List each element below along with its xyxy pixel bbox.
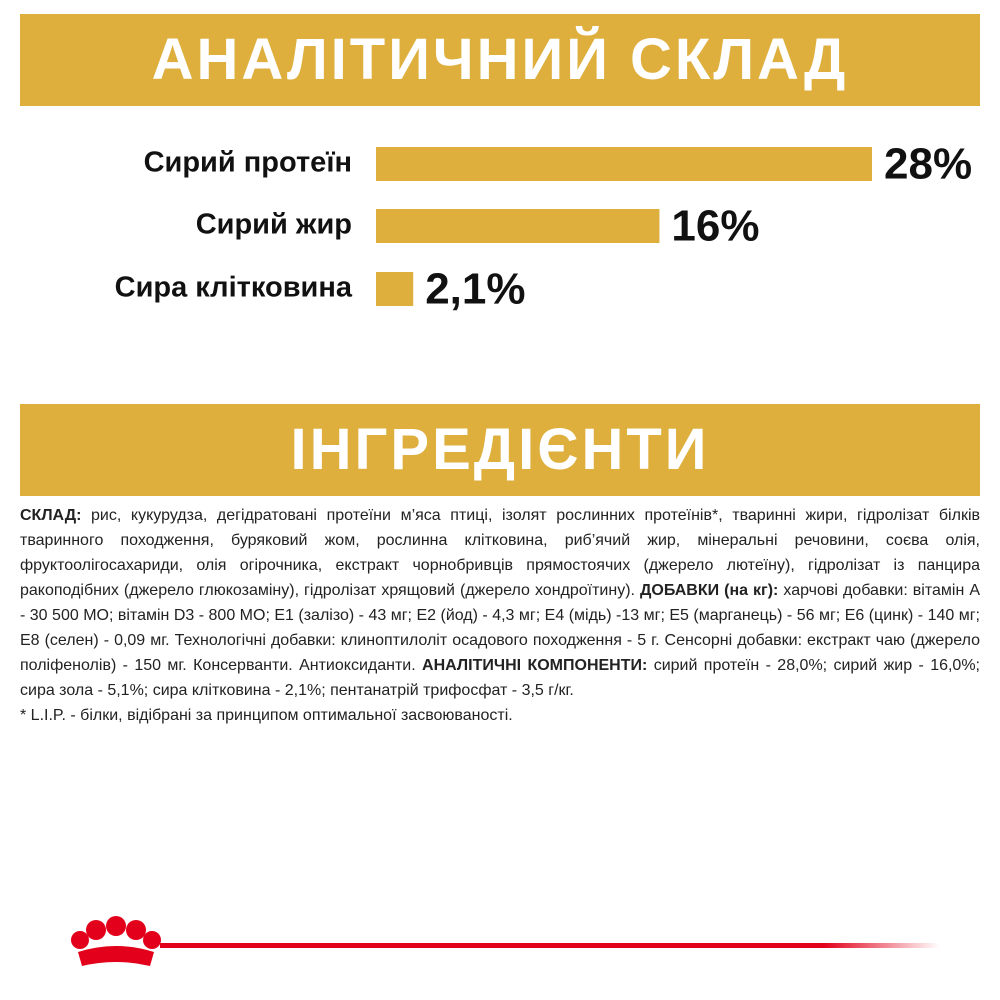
category-label: Сира клітковина	[115, 272, 353, 304]
value-label: 16%	[671, 202, 759, 251]
ingredients: СКЛАД: рис, кукурудза, дегідратовані про…	[20, 503, 980, 728]
bar	[376, 209, 660, 243]
logo	[71, 916, 940, 966]
bar	[376, 272, 414, 306]
category-label: Сирий протеїн	[144, 147, 352, 179]
crown	[71, 916, 161, 966]
divider	[160, 943, 940, 948]
category-label: Сирий жир	[196, 209, 352, 241]
value-label: 28%	[884, 140, 972, 189]
text-segment: сирий протеїн - 28,0%; сирий жир - 16,0%…	[20, 657, 981, 699]
section-title: АНАЛІТИЧНИЙ СКЛАД	[20, 14, 980, 106]
text-segment: АНАЛІТИЧНІ КОМПОНЕНТИ:	[422, 657, 648, 674]
footnote: * L.I.P. - білки, відібрані за принципом…	[20, 707, 513, 724]
text-segment: ДОБАВКИ (на кг):	[640, 582, 779, 599]
text-segment: рис, кукурудза, дегідратовані протеїни м…	[20, 507, 980, 599]
text-segment: харчові добавки: вітамін А - 30 500 МО; …	[20, 582, 980, 674]
text-segment: СКЛАД:	[20, 507, 82, 524]
value-label: 2,1%	[425, 265, 525, 314]
chart: Сирий протеїн 28% Сирий жир 16% Сира клітков…	[115, 140, 972, 314]
bar	[376, 147, 872, 181]
ingredients-text: СКЛАД: рис, кукурудза, дегідратовані про…	[20, 503, 980, 703]
section-title: ІНГРЕДІЄНТИ	[20, 404, 980, 496]
